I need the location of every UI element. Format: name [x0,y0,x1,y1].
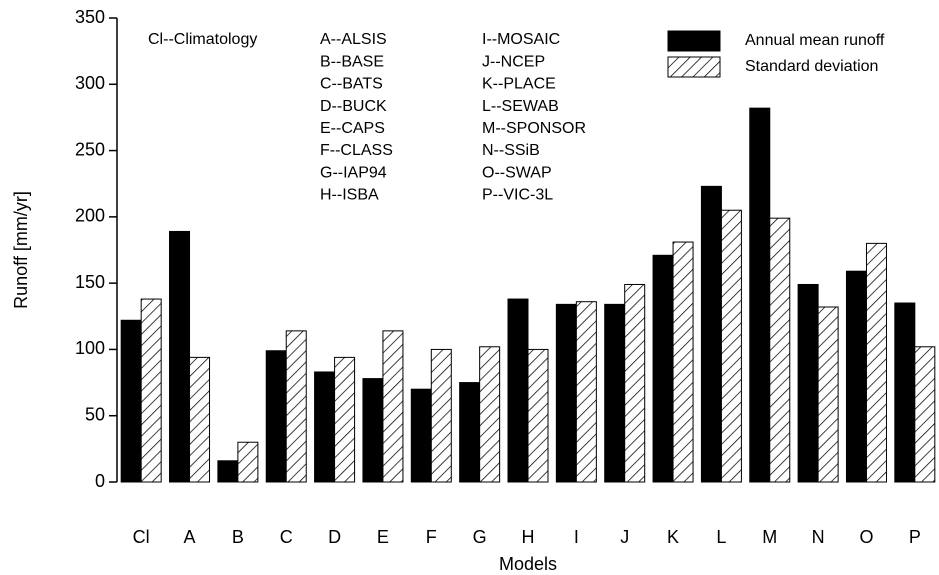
legend-label: Standard deviation [745,58,878,75]
bar [507,298,529,483]
annotation: D--BUCK [320,98,387,115]
bar [314,371,336,483]
y-tick-label: 200 [75,206,105,226]
x-tick-label: F [426,527,437,547]
x-tick-label: B [232,527,244,547]
bar [914,346,936,483]
x-tick-label: M [762,527,777,547]
x-tick-label: E [377,527,389,547]
legend-swatch [667,30,721,52]
bar [575,301,597,483]
annotation: L--SEWAB [482,98,559,115]
x-tick-label: G [473,527,487,547]
bar [334,356,356,483]
annotation: P--VIC-3L [482,187,553,204]
bar [265,350,287,483]
bar [382,330,404,483]
bar [797,283,819,483]
bar [410,388,432,483]
y-axis-label: Runoff [mm/yr] [11,191,31,309]
bar [865,242,887,483]
bar [555,303,577,483]
bar [430,348,452,483]
annotation: B--BASE [320,53,384,70]
bar [672,241,694,483]
y-tick-label: 300 [75,73,105,93]
x-tick-label: P [909,527,921,547]
annotation: K--PLACE [482,76,556,93]
x-tick-label: K [667,527,679,547]
bar [527,348,549,483]
bar [479,346,501,483]
annotation: N--SSiB [482,142,540,159]
annotation: I--MOSAIC [482,31,560,48]
y-tick-label: 50 [85,404,105,424]
bar [140,298,162,483]
x-tick-label: O [859,527,873,547]
bar [845,270,867,483]
x-tick-label: N [812,527,825,547]
x-tick-label: C [280,527,293,547]
x-tick-label: I [574,527,579,547]
x-tick-label: J [620,527,629,547]
bar [769,217,791,483]
bar [189,356,211,483]
bar [817,306,839,483]
bar [604,303,626,483]
x-axis-label: Models [499,554,557,574]
annotation: M--SPONSOR [482,120,586,137]
annotation: C--BATS [320,76,383,93]
bar [362,378,384,483]
annotation: J--NCEP [482,53,545,70]
y-tick-label: 250 [75,139,105,159]
bar [169,230,191,483]
bar [894,302,916,483]
y-tick-label: 150 [75,272,105,292]
x-tick-label: D [328,527,341,547]
x-tick-label: Cl [133,527,150,547]
y-tick-label: 100 [75,338,105,358]
bar [237,441,259,483]
bar [459,382,481,483]
annotation: H--ISBA [320,187,379,204]
annotation: E--CAPS [320,120,385,137]
bar [624,283,646,483]
annotation: Cl--Climatology [148,31,257,48]
bar [285,330,307,483]
y-tick-label: 0 [95,471,105,491]
bar [720,209,742,483]
x-tick-label: L [716,527,726,547]
annotation: F--CLASS [320,142,393,159]
bar [749,107,771,483]
y-tick-label: 350 [75,7,105,27]
legend-label: Annual mean runoff [745,32,885,49]
bar [120,319,142,483]
annotation: G--IAP94 [320,164,387,181]
bar [700,185,722,483]
legend-swatch [667,56,721,78]
annotation: O--SWAP [482,164,552,181]
x-tick-label: A [184,527,196,547]
bar [652,254,674,483]
bar [217,460,239,483]
x-tick-label: H [522,527,535,547]
annotation: A--ALSIS [320,31,387,48]
